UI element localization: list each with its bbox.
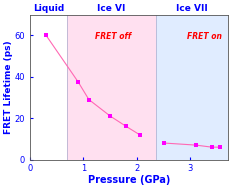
Text: Ice VII: Ice VII — [175, 4, 207, 13]
Bar — [155, 15, 227, 160]
Text: Liquid: Liquid — [33, 4, 64, 13]
Y-axis label: FRET Lifetime (ps): FRET Lifetime (ps) — [4, 40, 13, 134]
Bar — [67, 15, 155, 160]
Text: FRET off: FRET off — [94, 32, 131, 41]
X-axis label: Pressure (GPa): Pressure (GPa) — [87, 175, 169, 185]
Text: FRET on: FRET on — [186, 32, 221, 41]
Bar — [30, 15, 67, 160]
Text: Ice VI: Ice VI — [97, 4, 125, 13]
